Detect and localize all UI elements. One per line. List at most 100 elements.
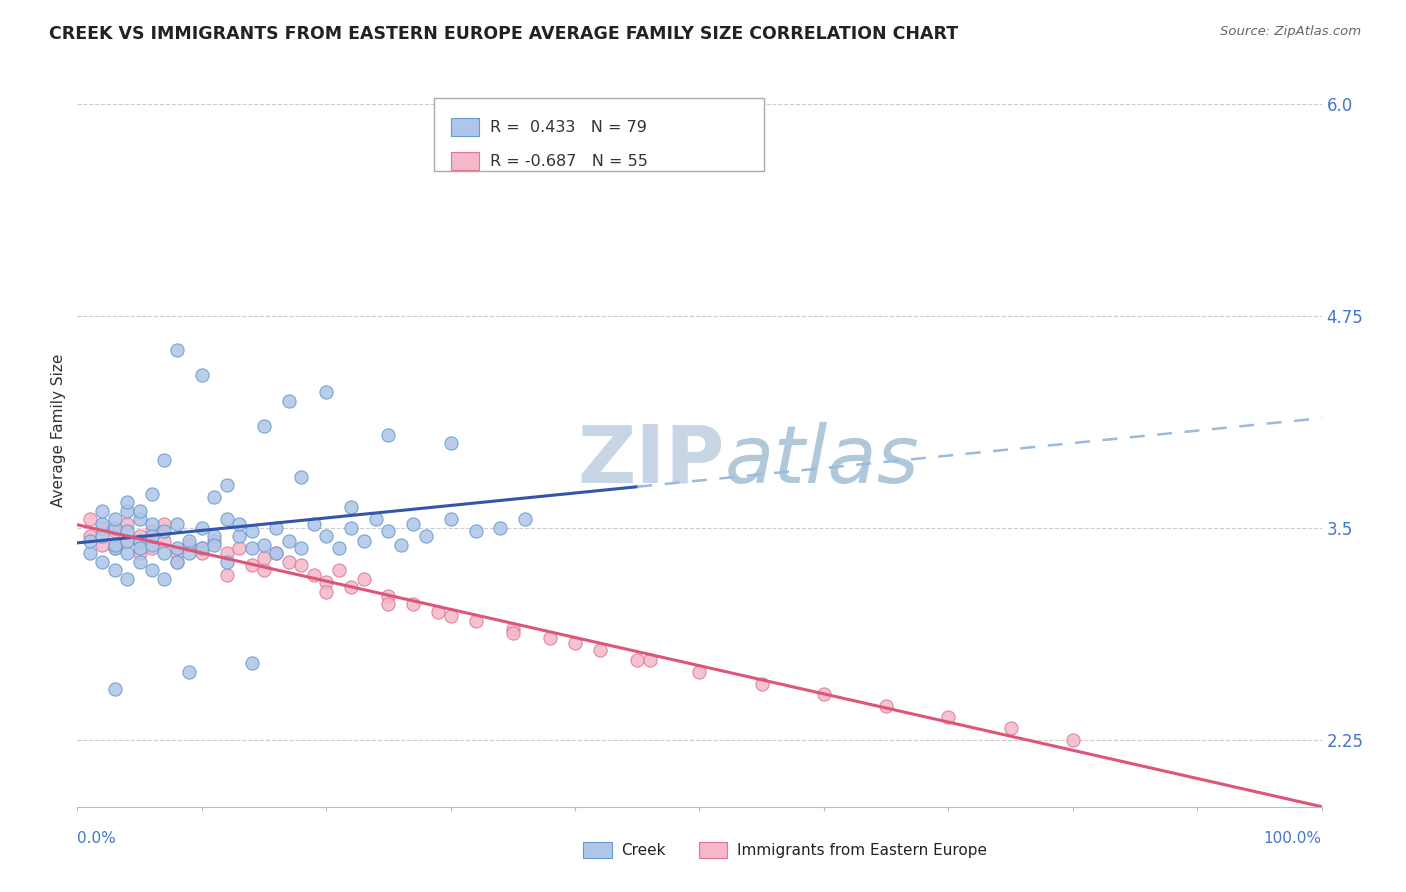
Point [464,614,486,628]
Point [166,541,188,555]
Point [228,541,250,555]
Point [128,529,150,543]
Point [240,524,263,538]
Point [564,636,586,650]
Point [191,541,214,555]
Point [141,487,163,501]
Point [240,558,263,572]
Point [153,546,176,560]
Point [389,538,412,552]
Point [253,551,276,566]
Point [228,529,250,543]
Point [79,534,101,549]
Point [179,534,201,549]
Point [215,478,238,492]
Y-axis label: Average Family Size: Average Family Size [51,354,66,507]
Point [141,541,163,555]
Point [166,343,188,357]
Point [141,517,163,532]
Point [253,419,276,434]
Point [104,524,127,538]
Point [91,529,114,543]
Point [91,517,114,532]
Point [115,517,138,532]
Point [266,521,288,535]
Point [141,538,163,552]
Point [502,623,524,637]
Text: R =  0.433   N = 79: R = 0.433 N = 79 [491,120,647,135]
Text: Creek: Creek [621,843,666,857]
Point [179,546,201,560]
Point [128,534,150,549]
Point [202,529,225,543]
Point [440,608,463,623]
Point [315,529,337,543]
Point [377,427,399,442]
Point [153,517,176,532]
Point [377,524,399,538]
Point [1000,721,1022,735]
Point [538,631,561,645]
Point [315,385,337,400]
Point [115,524,138,538]
Point [340,500,363,515]
Point [340,580,363,594]
Point [153,572,176,586]
Point [328,541,350,555]
Point [115,534,138,549]
Point [166,555,188,569]
Point [128,555,150,569]
Point [638,653,661,667]
Point [364,512,387,526]
Point [202,538,225,552]
Point [253,563,276,577]
Text: Source: ZipAtlas.com: Source: ZipAtlas.com [1220,25,1361,38]
Point [166,555,188,569]
Point [191,541,214,555]
Point [79,529,101,543]
Point [266,546,288,560]
Point [215,546,238,560]
Point [328,563,350,577]
Point [228,517,250,532]
Point [353,572,375,586]
Point [191,521,214,535]
Text: CREEK VS IMMIGRANTS FROM EASTERN EUROPE AVERAGE FAMILY SIZE CORRELATION CHART: CREEK VS IMMIGRANTS FROM EASTERN EUROPE … [49,25,959,43]
Point [315,574,337,589]
Point [104,538,127,552]
Point [875,698,897,713]
Point [340,521,363,535]
Point [104,541,127,555]
Point [290,470,312,484]
Point [79,546,101,560]
Point [440,436,463,450]
Point [115,546,138,560]
Point [402,517,425,532]
Point [91,504,114,518]
Point [813,687,835,701]
Point [253,538,276,552]
Text: ZIP: ZIP [576,422,724,500]
Point [440,512,463,526]
Point [215,568,238,582]
Point [277,555,299,569]
Point [104,521,127,535]
Text: atlas: atlas [724,422,920,500]
Point [302,568,325,582]
Point [489,521,512,535]
Point [626,653,648,667]
Point [153,453,176,467]
Point [277,534,299,549]
Point [215,555,238,569]
Point [302,517,325,532]
Text: 0.0%: 0.0% [77,831,117,846]
Point [179,538,201,552]
Text: 100.0%: 100.0% [1264,831,1322,846]
Point [115,504,138,518]
Point [377,597,399,611]
Point [1062,732,1084,747]
Point [104,541,127,555]
Point [115,572,138,586]
Point [502,625,524,640]
Point [202,534,225,549]
